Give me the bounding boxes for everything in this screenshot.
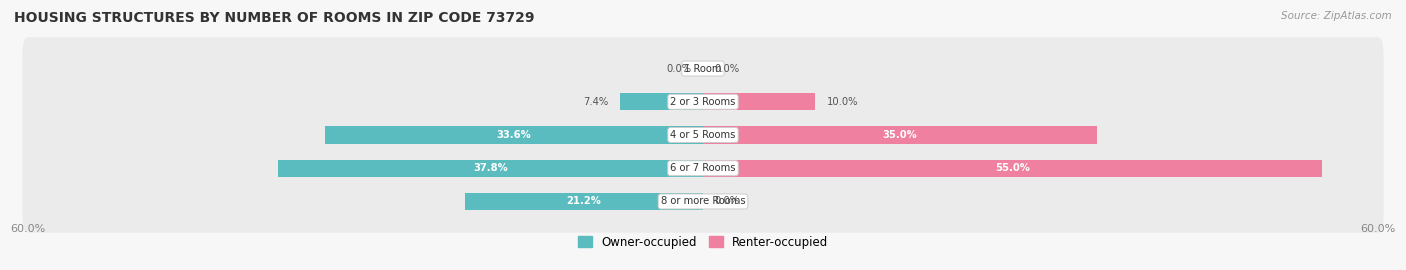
FancyBboxPatch shape [22,70,1384,133]
Text: 10.0%: 10.0% [827,97,858,107]
Text: 33.6%: 33.6% [496,130,531,140]
Bar [703,126,1097,144]
Text: 21.2%: 21.2% [567,197,602,207]
Text: 2 or 3 Rooms: 2 or 3 Rooms [671,97,735,107]
Legend: Owner-occupied, Renter-occupied: Owner-occupied, Renter-occupied [572,231,834,254]
Text: HOUSING STRUCTURES BY NUMBER OF ROOMS IN ZIP CODE 73729: HOUSING STRUCTURES BY NUMBER OF ROOMS IN… [14,11,534,25]
Bar [278,160,703,177]
Bar [325,126,703,144]
FancyBboxPatch shape [22,170,1384,233]
Text: 6 or 7 Rooms: 6 or 7 Rooms [671,163,735,173]
Text: 55.0%: 55.0% [995,163,1029,173]
FancyBboxPatch shape [22,137,1384,200]
Bar [620,93,703,110]
Bar [703,93,815,110]
Bar [464,193,703,210]
FancyBboxPatch shape [22,37,1384,100]
Text: 0.0%: 0.0% [666,63,692,73]
Text: 7.4%: 7.4% [583,97,609,107]
Text: 1 Room: 1 Room [685,63,721,73]
Text: 0.0%: 0.0% [714,197,740,207]
Text: 35.0%: 35.0% [883,130,917,140]
Text: 0.0%: 0.0% [714,63,740,73]
Text: 37.8%: 37.8% [472,163,508,173]
Text: 8 or more Rooms: 8 or more Rooms [661,197,745,207]
Bar [703,160,1322,177]
Text: Source: ZipAtlas.com: Source: ZipAtlas.com [1281,11,1392,21]
Text: 4 or 5 Rooms: 4 or 5 Rooms [671,130,735,140]
FancyBboxPatch shape [22,104,1384,166]
